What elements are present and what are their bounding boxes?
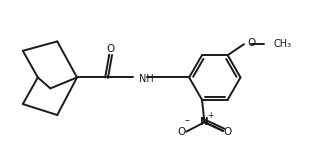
- Text: O: O: [178, 127, 186, 137]
- Text: N: N: [200, 117, 209, 127]
- Text: NH: NH: [139, 74, 154, 84]
- Text: O: O: [106, 44, 114, 54]
- Text: O: O: [224, 127, 232, 137]
- Text: O: O: [247, 38, 255, 48]
- Text: –: –: [185, 115, 189, 125]
- Text: CH₃: CH₃: [273, 39, 291, 49]
- Text: +: +: [207, 111, 214, 120]
